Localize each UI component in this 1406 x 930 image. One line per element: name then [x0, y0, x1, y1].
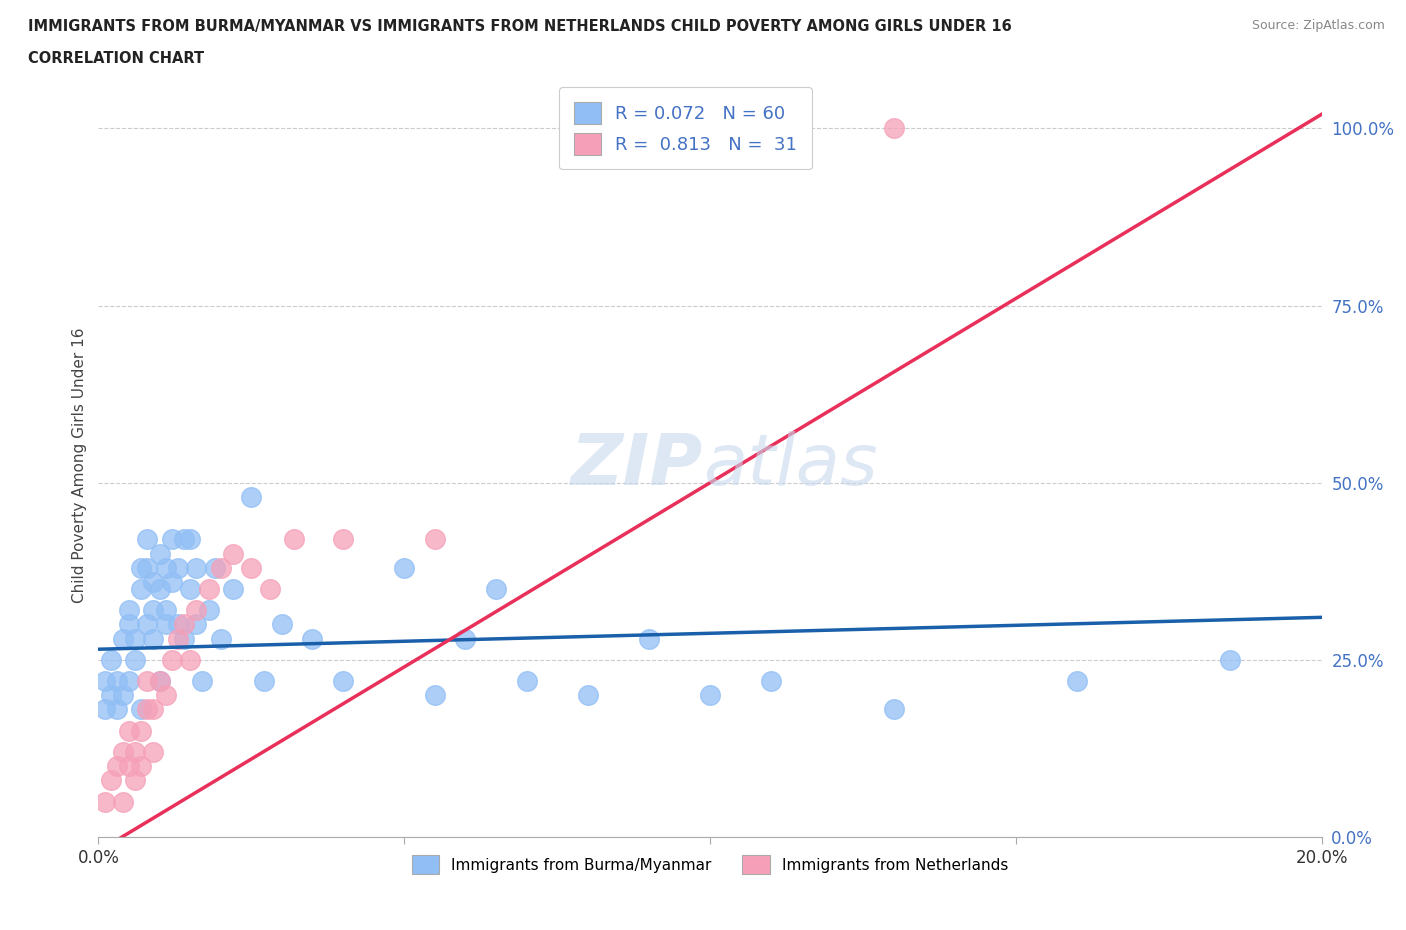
Point	[155, 560, 177, 575]
Point	[149, 546, 172, 561]
Point	[173, 617, 195, 631]
Point	[516, 673, 538, 688]
Point	[105, 759, 128, 774]
Point	[423, 532, 446, 547]
Point	[204, 560, 226, 575]
Point	[129, 560, 152, 575]
Point	[637, 631, 661, 646]
Point	[93, 702, 115, 717]
Point	[179, 653, 201, 668]
Point	[485, 581, 508, 596]
Point	[93, 673, 115, 688]
Point	[129, 581, 152, 596]
Point	[136, 532, 159, 547]
Point	[197, 581, 219, 596]
Point	[222, 546, 245, 561]
Point	[209, 560, 232, 575]
Point	[301, 631, 323, 646]
Point	[100, 653, 122, 668]
Point	[759, 673, 782, 688]
Point	[576, 688, 599, 703]
Text: Source: ZipAtlas.com: Source: ZipAtlas.com	[1251, 19, 1385, 32]
Point	[155, 617, 177, 631]
Point	[142, 603, 165, 618]
Point	[149, 581, 172, 596]
Point	[100, 773, 122, 788]
Point	[118, 759, 141, 774]
Point	[142, 702, 165, 717]
Point	[454, 631, 477, 646]
Point	[423, 688, 446, 703]
Point	[209, 631, 232, 646]
Point	[883, 121, 905, 136]
Point	[173, 631, 195, 646]
Point	[129, 702, 152, 717]
Point	[100, 688, 122, 703]
Point	[149, 673, 172, 688]
Point	[259, 581, 281, 596]
Point	[699, 688, 721, 703]
Point	[124, 653, 146, 668]
Text: atlas: atlas	[703, 431, 877, 499]
Point	[118, 603, 141, 618]
Point	[179, 581, 201, 596]
Point	[124, 631, 146, 646]
Point	[240, 560, 263, 575]
Point	[240, 489, 263, 504]
Point	[124, 745, 146, 760]
Point	[111, 794, 134, 809]
Y-axis label: Child Poverty Among Girls Under 16: Child Poverty Among Girls Under 16	[72, 327, 87, 603]
Point	[129, 724, 152, 738]
Point	[111, 631, 134, 646]
Point	[142, 631, 165, 646]
Point	[270, 617, 292, 631]
Point	[167, 560, 190, 575]
Point	[118, 673, 141, 688]
Point	[105, 702, 128, 717]
Point	[167, 617, 190, 631]
Text: ZIP: ZIP	[571, 431, 703, 499]
Point	[332, 532, 354, 547]
Point	[118, 724, 141, 738]
Point	[111, 688, 134, 703]
Point	[392, 560, 416, 575]
Point	[111, 745, 134, 760]
Point	[173, 532, 195, 547]
Text: IMMIGRANTS FROM BURMA/MYANMAR VS IMMIGRANTS FROM NETHERLANDS CHILD POVERTY AMONG: IMMIGRANTS FROM BURMA/MYANMAR VS IMMIGRA…	[28, 19, 1012, 33]
Point	[136, 702, 159, 717]
Point	[155, 688, 177, 703]
Point	[118, 617, 141, 631]
Point	[93, 794, 115, 809]
Point	[136, 617, 159, 631]
Point	[197, 603, 219, 618]
Text: CORRELATION CHART: CORRELATION CHART	[28, 51, 204, 66]
Point	[179, 532, 201, 547]
Point	[186, 603, 208, 618]
Legend: Immigrants from Burma/Myanmar, Immigrants from Netherlands: Immigrants from Burma/Myanmar, Immigrant…	[404, 847, 1017, 882]
Point	[105, 673, 128, 688]
Point	[160, 575, 183, 590]
Point	[1066, 673, 1088, 688]
Point	[283, 532, 305, 547]
Point	[160, 532, 183, 547]
Point	[129, 759, 152, 774]
Point	[124, 773, 146, 788]
Point	[222, 581, 245, 596]
Point	[160, 653, 183, 668]
Point	[186, 560, 208, 575]
Point	[1219, 653, 1241, 668]
Point	[155, 603, 177, 618]
Point	[252, 673, 274, 688]
Point	[191, 673, 214, 688]
Point	[167, 631, 190, 646]
Point	[149, 673, 172, 688]
Point	[142, 745, 165, 760]
Point	[136, 560, 159, 575]
Point	[186, 617, 208, 631]
Point	[883, 702, 905, 717]
Point	[136, 673, 159, 688]
Point	[142, 575, 165, 590]
Point	[332, 673, 354, 688]
